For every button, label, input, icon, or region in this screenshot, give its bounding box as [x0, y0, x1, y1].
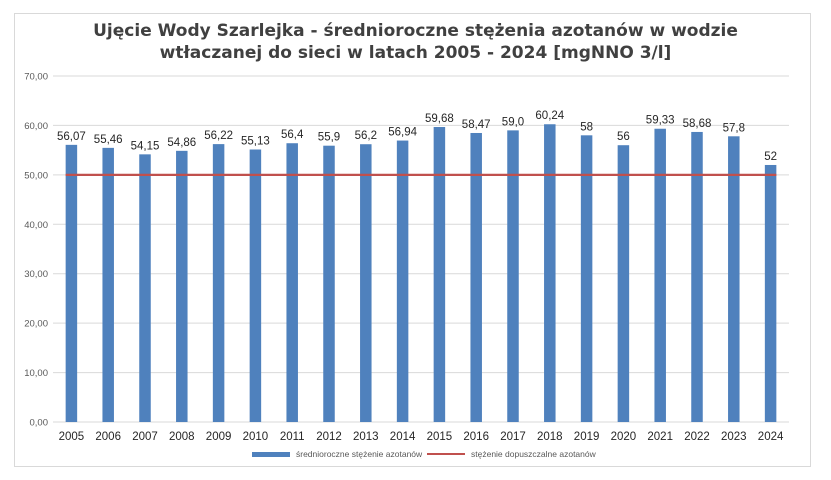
data-label: 55,9: [318, 132, 340, 144]
x-tick-label: 2022: [684, 431, 710, 443]
bar: [764, 164, 777, 422]
x-tick-label: 2008: [169, 431, 195, 443]
bar: [65, 144, 78, 422]
chart-title: Ujęcie Wody Szarlejka - średnioroczne st…: [0, 20, 831, 64]
data-label: 58: [580, 121, 593, 133]
y-tick-label: 30,00: [24, 269, 48, 280]
data-label: 60,24: [535, 110, 564, 122]
x-axis: 2005 2006 2007 2008 2009 2010 2011 2012 2013 2014…: [59, 431, 784, 443]
data-label: 58,68: [683, 118, 712, 130]
x-tick-label: 2011: [280, 431, 305, 443]
y-tick-label: 60,00: [24, 121, 48, 132]
legend-item-bars: średnioroczne stężenie azotanów: [252, 449, 422, 459]
legend-swatch-line: [427, 453, 465, 455]
y-tick-label: 10,00: [24, 368, 48, 379]
data-label: 56,94: [388, 127, 417, 139]
x-tick-label: 2018: [537, 431, 563, 443]
x-tick-label: 2014: [390, 431, 416, 443]
data-label: 57,8: [723, 122, 745, 134]
x-tick-label: 2017: [500, 431, 526, 443]
bar: [396, 140, 409, 422]
bar: [433, 127, 446, 422]
data-label: 55,46: [94, 134, 123, 146]
chart-title-line-2: wtłaczanej do sieci w latach 2005 - 2024…: [159, 43, 672, 63]
bar: [139, 154, 151, 422]
x-tick-label: 2016: [463, 431, 489, 443]
data-label: 56,07: [57, 131, 86, 143]
x-tick-label: 2010: [243, 431, 269, 443]
data-label: 59,0: [502, 116, 524, 128]
y-tick-label: 0,00: [30, 418, 49, 429]
x-tick-label: 2007: [132, 431, 158, 443]
x-tick-label: 2023: [721, 431, 747, 443]
x-tick-label: 2006: [95, 431, 121, 443]
bar: [249, 149, 262, 422]
legend: średnioroczne stężenie azotanów stężenie…: [0, 449, 831, 463]
data-label: 52: [764, 151, 777, 163]
bar: [212, 144, 225, 423]
data-label: 56,2: [355, 130, 377, 142]
x-tick-label: 2015: [427, 431, 453, 443]
data-label: 55,13: [241, 136, 270, 148]
data-label: 58,47: [462, 119, 491, 131]
data-label: 59,33: [646, 115, 675, 127]
chart-title-line-1: Ujęcie Wody Szarlejka - średnioroczne st…: [93, 21, 738, 41]
bar: [691, 131, 703, 423]
x-tick-label: 2005: [59, 431, 85, 443]
legend-label-bars: średnioroczne stężenie azotanów: [296, 449, 423, 459]
x-tick-label: 2019: [574, 431, 600, 443]
x-tick-label: 2009: [206, 431, 232, 443]
x-tick-label: 2024: [758, 431, 784, 443]
bar: [654, 128, 666, 422]
y-tick-label: 50,00: [24, 170, 48, 181]
bar: [617, 145, 630, 422]
data-label: 56: [617, 131, 630, 143]
y-tick-label: 20,00: [24, 319, 48, 330]
data-label: 54,86: [167, 137, 196, 149]
legend-swatch-bars: [252, 451, 290, 457]
bar: [360, 144, 372, 422]
data-label: 56,22: [204, 130, 233, 142]
x-tick-label: 2020: [611, 431, 637, 443]
data-label: 56,4: [281, 129, 304, 141]
bar: [728, 136, 740, 422]
bar: [507, 130, 519, 422]
gridlines: [53, 75, 789, 423]
legend-label-line: stężenie dopuszczalne azotanów: [471, 449, 596, 459]
data-label: 59,68: [425, 113, 454, 125]
data-label: 54,15: [131, 140, 160, 152]
bar: [580, 135, 593, 423]
x-tick-label: 2012: [316, 431, 342, 443]
y-tick-label: 70,00: [24, 72, 48, 83]
bar: [323, 145, 335, 423]
legend-item-line: stężenie dopuszczalne azotanów: [427, 449, 596, 459]
bar: [176, 150, 188, 423]
y-tick-label: 40,00: [24, 220, 48, 231]
bars: [65, 124, 777, 423]
x-tick-label: 2013: [353, 431, 379, 443]
data-labels: 56,07 55,46 54,15 54,86 56,22 55,13 56,4 55,9 56…: [57, 110, 777, 163]
bar: [286, 143, 298, 423]
x-tick-label: 2021: [647, 431, 673, 443]
bar: [102, 147, 114, 422]
y-axis: 0,00 10,00 20,00 30,00 40,00 50,00 60,00 70,00: [24, 72, 48, 429]
bar: [544, 124, 556, 423]
bar: [470, 132, 482, 422]
